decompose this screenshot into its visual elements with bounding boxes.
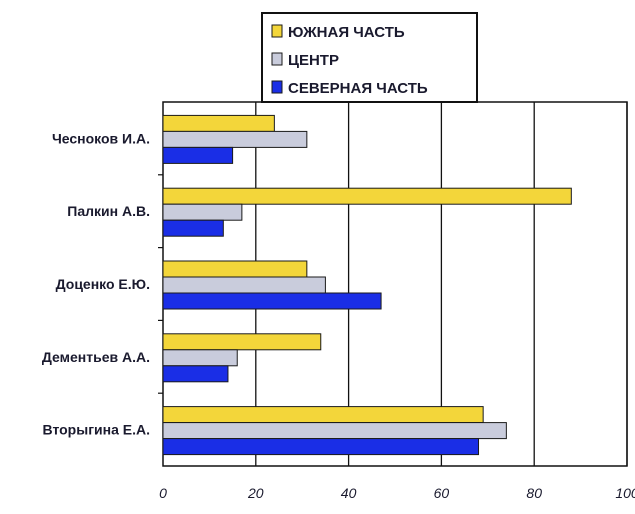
category-label: Доценко Е.Ю. <box>56 276 150 292</box>
bar-0-3 <box>162 333 322 351</box>
legend-label: СЕВЕРНАЯ ЧАСТЬ <box>288 80 428 97</box>
category-label: Вторыгина Е.А. <box>43 422 150 438</box>
legend-swatch-0 <box>271 24 283 38</box>
bar-2-0 <box>162 146 234 164</box>
category-label: Дементьев А.А. <box>42 349 150 365</box>
category-label: Чесноков И.А. <box>52 130 150 146</box>
x-tick-label: 20 <box>247 485 264 501</box>
x-tick-label: 40 <box>341 485 357 501</box>
bar-0-0 <box>162 114 275 132</box>
bar-1-1 <box>162 203 243 221</box>
bar-1-4 <box>162 422 507 440</box>
legend-box <box>261 12 478 103</box>
bar-1-0 <box>162 130 308 148</box>
x-tick-label: 100 <box>615 485 635 501</box>
labels-layer: Чесноков И.А. Палкин А.В. Доценко Е.Ю. Деме… <box>42 130 635 501</box>
x-tick-label: 60 <box>434 485 450 501</box>
bar-2-2 <box>162 292 382 310</box>
x-tick-label: 0 <box>159 485 167 501</box>
bar-0-2 <box>162 260 308 278</box>
category-label: Палкин А.В. <box>67 203 150 219</box>
legend: ЮЖНАЯ ЧАСТЬ ЦЕНТР СЕВЕРНАЯ ЧАСТЬ <box>261 12 478 103</box>
legend-label: ЮЖНАЯ ЧАСТЬ <box>288 24 405 41</box>
bar-1-3 <box>162 349 238 367</box>
axis-layer <box>158 174 163 394</box>
legend-label: ЦЕНТР <box>288 52 339 69</box>
legend-swatch-2 <box>271 80 283 94</box>
bar-1-2 <box>162 276 326 294</box>
bar-2-1 <box>162 219 224 237</box>
legend-swatch-1 <box>271 52 283 66</box>
bar-0-4 <box>162 406 484 424</box>
bar-0-1 <box>162 187 572 205</box>
bar-2-3 <box>162 365 229 383</box>
bar-2-4 <box>162 438 480 456</box>
x-tick-label: 80 <box>526 485 542 501</box>
bars-layer <box>162 114 572 456</box>
